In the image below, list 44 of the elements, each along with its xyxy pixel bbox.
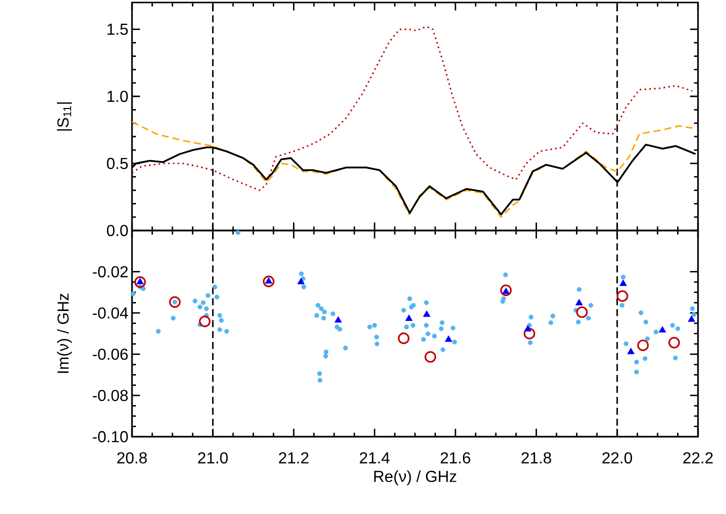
point <box>262 276 274 288</box>
y-tick-label: -0.02 <box>92 266 128 278</box>
y-tick-label: 0.0 <box>106 224 128 236</box>
point <box>500 284 512 296</box>
x-tick-label: 21.6 <box>440 452 470 464</box>
point <box>297 278 305 284</box>
y-axis-title: Im(ν) / GHz <box>57 294 72 373</box>
x-tick-label: 20.8 <box>117 452 147 464</box>
y-axis-title: |S$_{11}$| <box>56 102 72 131</box>
point <box>334 316 342 323</box>
x-tick-label: 22.0 <box>602 452 632 464</box>
point <box>424 351 436 363</box>
point <box>576 306 588 318</box>
x-tick-label: 21.8 <box>522 452 552 464</box>
x-axis-title: Re(ν) / GHz <box>374 470 456 486</box>
y-tick-label: -0.08 <box>92 390 128 402</box>
x-tick-label: 22.2 <box>683 452 713 464</box>
y-tick-label: 0.5 <box>106 158 128 170</box>
point <box>524 328 536 340</box>
point <box>627 348 635 354</box>
point <box>616 290 628 302</box>
point <box>688 315 696 322</box>
point <box>668 336 680 348</box>
point <box>405 314 413 321</box>
line-series <box>132 26 694 192</box>
y-tick-label: -0.06 <box>92 348 128 360</box>
point <box>524 325 532 332</box>
point <box>444 335 452 342</box>
y-tick-label: 1.5 <box>108 24 128 35</box>
point <box>620 280 627 286</box>
x-tick-label: 21.2 <box>279 452 308 464</box>
point <box>169 296 181 308</box>
point <box>134 276 146 288</box>
point <box>575 298 583 306</box>
point <box>398 332 410 344</box>
point <box>423 310 430 317</box>
y-tick-label: -0.04 <box>92 307 128 319</box>
point <box>198 316 211 328</box>
point <box>658 326 666 332</box>
y-tick-label: -0.10 <box>92 431 128 442</box>
y-tick-label: 1.0 <box>108 90 128 102</box>
x-tick-label: 21.4 <box>360 452 390 464</box>
point <box>637 340 649 352</box>
x-tick-label: 21.0 <box>198 452 228 464</box>
